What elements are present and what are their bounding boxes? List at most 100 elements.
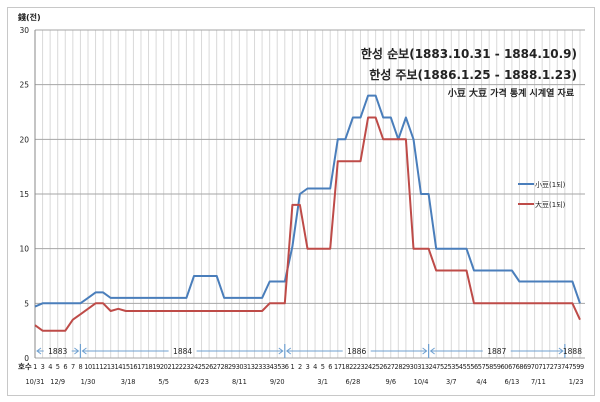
x-tick-label: 3 bbox=[306, 363, 310, 371]
y-tick-label: 30 bbox=[19, 26, 29, 35]
x-tick-label: 27 bbox=[213, 363, 221, 371]
y-tick-label: 10 bbox=[19, 245, 29, 254]
x-tick-label: 53 bbox=[448, 363, 456, 371]
year-label: 1884 bbox=[173, 347, 192, 356]
x-tick-label: 59 bbox=[493, 363, 501, 371]
x-tick-label: 26 bbox=[379, 363, 387, 371]
year-label: 1888 bbox=[563, 347, 582, 356]
y-tick-label: 0 bbox=[24, 354, 29, 363]
date-label: 5/5 bbox=[158, 378, 169, 386]
year-markers: 1883 1884 1886 1887 1888 bbox=[36, 344, 582, 358]
series-line-1 bbox=[34, 116, 581, 332]
x-tick-label: 75 bbox=[569, 363, 577, 371]
x-tick-label: 15 bbox=[122, 363, 130, 371]
x-tick-label: 4 bbox=[313, 363, 317, 371]
x-tick-label: 36 bbox=[281, 363, 289, 371]
x-tick-label: 28 bbox=[220, 363, 228, 371]
x-tick-label: 30 bbox=[236, 363, 244, 371]
x-tick-label: 31 bbox=[243, 363, 251, 371]
x-tick-label: 54 bbox=[455, 363, 463, 371]
date-label: 3/7 bbox=[446, 378, 457, 386]
x-tick-label: 31 bbox=[417, 363, 425, 371]
arrow-head-right bbox=[74, 347, 80, 355]
x-axis-prefix: 호수 bbox=[18, 361, 32, 371]
year-label: 1887 bbox=[487, 347, 506, 356]
x-tick-label: 29 bbox=[228, 363, 236, 371]
x-tick-label: 1 bbox=[33, 363, 37, 371]
x-tick-label: 57 bbox=[478, 363, 486, 371]
x-tick-label: 11 bbox=[92, 363, 100, 371]
x-tick-label: 73 bbox=[553, 363, 561, 371]
x-tick-label: 10 bbox=[84, 363, 92, 371]
arrow-head-left bbox=[81, 347, 87, 355]
x-tick-label: 34 bbox=[266, 363, 274, 371]
arrow-head-right bbox=[558, 347, 564, 355]
date-label: 10/4 bbox=[414, 378, 429, 386]
x-tick-label: 17 bbox=[334, 363, 342, 371]
x-tick-label: 74 bbox=[561, 363, 569, 371]
x-tick-label: 6 bbox=[328, 363, 332, 371]
title-line-2: 한성 주보(1886.1.25 - 1888.1.23) bbox=[369, 67, 577, 82]
x-tick-label: 47 bbox=[432, 363, 440, 371]
x-tick-label: 25 bbox=[372, 363, 380, 371]
x-tick-label: 56 bbox=[470, 363, 478, 371]
x-tick-label: 2 bbox=[298, 363, 302, 371]
y-axis-label: 錢(전) bbox=[18, 12, 41, 22]
x-tick-label: 22 bbox=[349, 363, 357, 371]
y-tick-label: 15 bbox=[19, 190, 29, 199]
y-axis: 0 5 10 15 20 25 30 bbox=[19, 26, 36, 363]
x-tick-label: 13 bbox=[107, 363, 115, 371]
arrow-head-left bbox=[36, 347, 42, 355]
date-labels: 10/31 12/9 1/30 3/18 5/5 6/23 8/11 9/20 3/1 6/28 9… bbox=[25, 378, 583, 386]
x-tick-label: 23 bbox=[183, 363, 191, 371]
x-tick-label: 8 bbox=[79, 363, 83, 371]
x-tick-label: 5 bbox=[56, 363, 60, 371]
year-label: 1883 bbox=[48, 347, 67, 356]
x-tick-label: 21 bbox=[167, 363, 175, 371]
x-tick-label: 7 bbox=[71, 363, 75, 371]
x-tick-label: 99 bbox=[576, 363, 584, 371]
y-tick-label: 5 bbox=[24, 299, 29, 308]
x-tick-label: 23 bbox=[357, 363, 365, 371]
arrow-head-right bbox=[422, 347, 428, 355]
x-tick-label: 12 bbox=[99, 363, 107, 371]
x-tick-label: 28 bbox=[395, 363, 403, 371]
date-label: 3/1 bbox=[317, 378, 328, 386]
legend-label-soybean: 大豆(1되) bbox=[535, 200, 566, 209]
legend-label-small-bean: 小豆(1되) bbox=[535, 180, 566, 189]
x-tick-label: 1 bbox=[290, 363, 294, 371]
date-label: 7/11 bbox=[531, 378, 546, 386]
date-label: 1/30 bbox=[81, 378, 96, 386]
x-tick-label: 33 bbox=[258, 363, 266, 371]
x-tick-label: 16 bbox=[130, 363, 138, 371]
date-label: 12/9 bbox=[50, 378, 65, 386]
x-tick-label: 27 bbox=[387, 363, 395, 371]
y-tick-label: 25 bbox=[19, 81, 29, 90]
x-tick-label: 4 bbox=[48, 363, 52, 371]
year-label: 1886 bbox=[347, 347, 366, 356]
x-tick-label: 32 bbox=[425, 363, 433, 371]
x-tick-label: 19 bbox=[152, 363, 160, 371]
x-tick-label: 69 bbox=[523, 363, 531, 371]
x-tick-label: 18 bbox=[145, 363, 153, 371]
arrow-head-left bbox=[285, 347, 292, 355]
x-tick-label: 35 bbox=[273, 363, 281, 371]
x-tick-label: 14 bbox=[114, 363, 122, 371]
x-tick-label: 72 bbox=[546, 363, 554, 371]
x-tick-label: 71 bbox=[538, 363, 546, 371]
date-label: 9/6 bbox=[385, 378, 396, 386]
x-tick-label: 20 bbox=[160, 363, 168, 371]
date-label: 4/4 bbox=[476, 378, 487, 386]
series-line-0 bbox=[34, 94, 581, 308]
x-tick-label: 26 bbox=[205, 363, 213, 371]
legend: 小豆(1되) 大豆(1되) bbox=[518, 180, 566, 209]
title-line-3: 小豆 大豆 가격 통계 시계열 자료 bbox=[447, 87, 575, 99]
x-tick-label: 55 bbox=[463, 363, 471, 371]
x-axis: 1 3 4 5 6 7 8 10 11 12 13 14 15 16 17 18 19 20 21 22 23 24 25 2… bbox=[33, 363, 584, 371]
date-label: 1/23 bbox=[569, 378, 584, 386]
date-label: 6/23 bbox=[194, 378, 209, 386]
x-tick-label: 25 bbox=[198, 363, 206, 371]
x-tick-label: 52 bbox=[440, 363, 448, 371]
x-tick-label: 3 bbox=[41, 363, 45, 371]
